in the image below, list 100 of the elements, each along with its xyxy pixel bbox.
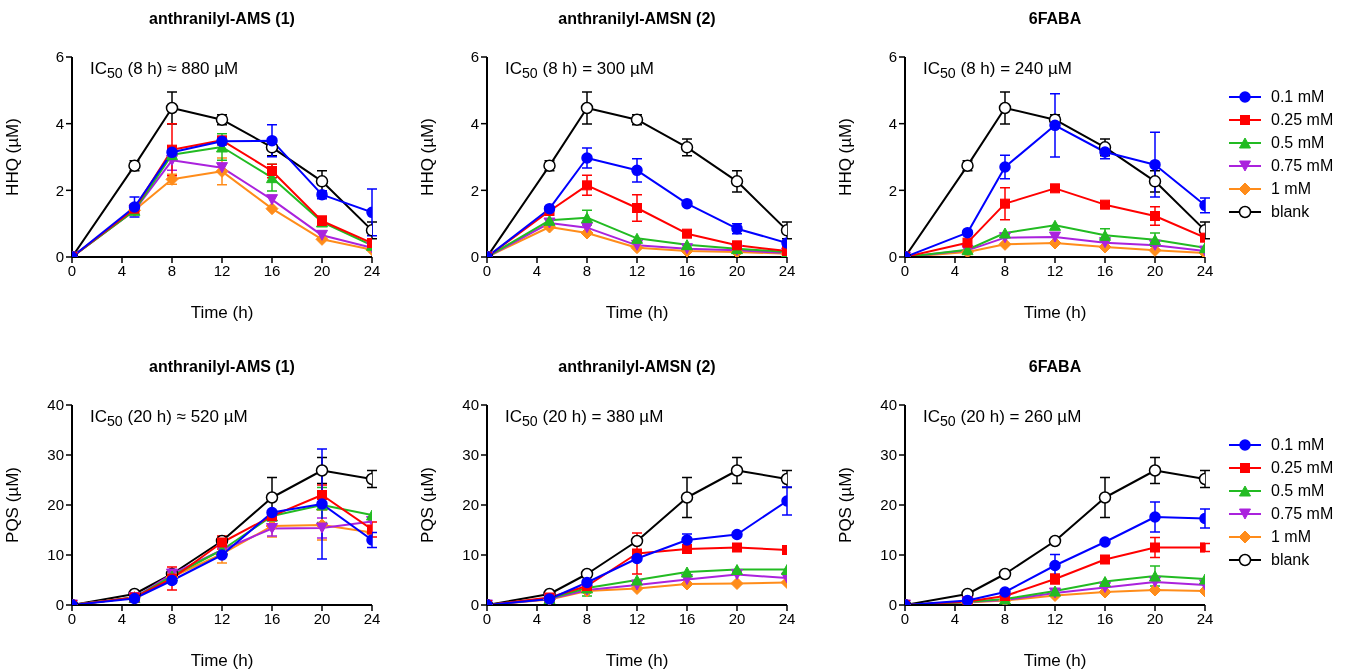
x-tick-label: 12 [1046,609,1064,627]
y-tick-label: 30 [462,446,479,464]
annotation: IC$_{50}$ (8 h) ≈ 880 µM [90,59,239,82]
y-tick-label: 0 [888,248,897,266]
x-tick-label: 24 [1196,609,1214,627]
y-tick-label: 6 [55,48,64,66]
y-tick-label: 20 [462,496,479,514]
x-tick-label: 12 [213,261,231,279]
x-axis-title: Time (h) [1023,303,1087,322]
x-tick-label: 0 [482,261,492,279]
x-tick-label: 0 [900,261,910,279]
y-tick-label: 40 [47,396,64,414]
x-tick-label: 8 [1000,261,1010,279]
x-axis-title: Time (h) [605,651,669,669]
chart-title: anthranilyl-AMSN (2) [557,10,717,28]
legend-label: 0.5 mM [1271,133,1325,152]
chart-title: anthranilyl-AMS (1) [148,358,296,376]
annotation: IC$_{50}$ (8 h) = 240 µM [923,59,1072,82]
legend-label: 0.25 mM [1271,110,1334,129]
y-tick-label: 0 [470,248,479,266]
y-tick-label: 0 [55,596,64,614]
y-tick-label: 40 [880,396,897,414]
x-tick-label: 0 [67,609,77,627]
x-tick-label: 12 [213,609,231,627]
y-tick-label: 0 [55,248,64,266]
x-tick-label: 4 [950,609,960,627]
x-tick-label: 16 [1096,609,1114,627]
legend-label: 0.25 mM [1271,458,1334,477]
x-tick-label: 20 [313,609,331,627]
y-tick-label: 20 [47,496,64,514]
x-tick-label: 16 [1096,261,1114,279]
legend-label: 0.75 mM [1271,504,1334,523]
x-tick-label: 0 [900,609,910,627]
x-axis-title: Time (h) [605,303,669,322]
x-tick-label: 8 [167,261,177,279]
legend-label: 0.75 mM [1271,156,1334,175]
y-axis-title: PQS (µM) [3,467,23,543]
x-tick-label: 20 [1146,261,1164,279]
legend-label: 1 mM [1271,527,1311,546]
x-axis-title: Time (h) [1023,651,1087,669]
x-tick-label: 12 [1046,261,1064,279]
x-tick-label: 8 [167,609,177,627]
y-tick-label: 40 [462,396,479,414]
y-tick-label: 10 [47,546,64,564]
y-tick-label: 4 [888,114,897,132]
y-axis-title: HHQ (µM) [3,118,23,196]
x-tick-label: 16 [263,261,281,279]
legend-label: 1 mM [1271,179,1311,198]
x-tick-label: 4 [532,261,542,279]
annotation: IC$_{50}$ (8 h) = 300 µM [505,59,654,82]
x-tick-label: 24 [363,261,381,279]
x-tick-label: 4 [117,609,127,627]
x-tick-label: 12 [628,261,646,279]
x-tick-label: 8 [582,261,592,279]
chart-title: anthranilyl-AMSN (2) [557,358,717,376]
annotation: IC$_{50}$ (20 h) ≈ 520 µM [90,407,248,430]
x-tick-label: 16 [678,609,696,627]
x-axis-title: Time (h) [190,303,254,322]
x-tick-label: 20 [728,261,746,279]
y-tick-label: 6 [888,48,897,66]
y-axis-title: HHQ (µM) [418,118,438,196]
legend-label: 0.1 mM [1271,435,1325,454]
x-tick-label: 24 [778,261,796,279]
x-tick-label: 24 [363,609,381,627]
x-tick-label: 12 [628,609,646,627]
y-tick-label: 0 [888,596,897,614]
x-tick-label: 8 [1000,609,1010,627]
y-axis-title: PQS (µM) [418,467,438,543]
y-tick-label: 0 [470,596,479,614]
legend-label: 0.1 mM [1271,87,1325,106]
y-tick-label: 30 [880,446,897,464]
y-axis-title: HHQ (µM) [836,118,856,196]
legend-label: 0.5 mM [1271,481,1325,500]
x-tick-label: 4 [117,261,127,279]
legend-label: blank [1271,202,1310,221]
x-tick-label: 0 [67,261,77,279]
y-tick-label: 2 [55,181,64,199]
y-tick-label: 4 [55,114,64,132]
x-tick-label: 4 [950,261,960,279]
annotation: IC$_{50}$ (20 h) = 380 µM [505,407,664,430]
x-tick-label: 16 [263,609,281,627]
y-tick-label: 30 [47,446,64,464]
x-tick-label: 20 [313,261,331,279]
y-tick-label: 2 [470,181,479,199]
chart-title: 6FABA [1027,358,1083,376]
x-tick-label: 8 [582,609,592,627]
x-tick-label: 16 [678,261,696,279]
y-tick-label: 4 [470,114,479,132]
x-tick-label: 4 [532,609,542,627]
chart-title: 6FABA [1027,10,1083,28]
x-tick-label: 24 [778,609,796,627]
annotation: IC$_{50}$ (20 h) = 260 µM [923,407,1082,430]
y-tick-label: 10 [462,546,479,564]
y-tick-label: 6 [470,48,479,66]
legend-label: blank [1271,550,1310,569]
x-tick-label: 0 [482,609,492,627]
x-axis-title: Time (h) [190,651,254,669]
y-tick-label: 2 [888,181,897,199]
y-axis-title: PQS (µM) [836,467,856,543]
y-tick-label: 10 [880,546,897,564]
